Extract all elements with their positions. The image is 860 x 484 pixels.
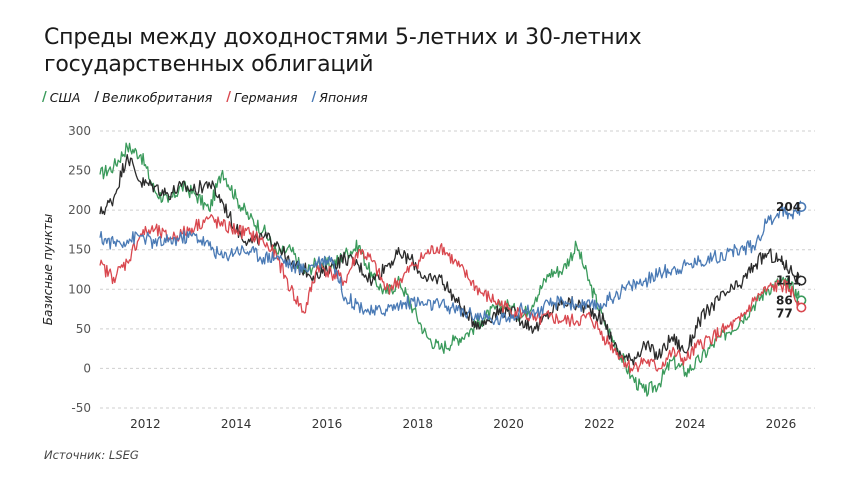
end-value-label: 77: [776, 306, 793, 320]
legend-item-uk: / Великобритания: [94, 90, 212, 105]
legend-label-germany: Германия: [234, 90, 298, 105]
series-line-2: [99, 214, 802, 374]
legend-swatch-germany: /: [226, 90, 232, 105]
legend-label-japan: Япония: [319, 90, 368, 105]
y-tick-label: 150: [68, 243, 91, 257]
y-tick-label: 50: [76, 322, 91, 336]
end-value-label: 86: [776, 293, 793, 307]
y-tick-label: 300: [68, 124, 91, 138]
source-note: Источник: LSEG: [44, 448, 139, 462]
x-tick-label: 2026: [766, 417, 797, 431]
y-axis-label: Базисные пункты: [41, 214, 55, 325]
y-tick-label: -50: [71, 401, 91, 415]
legend-swatch-japan: /: [311, 90, 317, 105]
series-line-3: [99, 200, 803, 326]
legend-item-usa: / США: [42, 90, 80, 105]
x-tick-label: 2016: [312, 417, 343, 431]
series-end-marker-1: [796, 275, 807, 286]
series-end-marker-3: [796, 201, 807, 212]
legend-swatch-uk: /: [94, 90, 100, 105]
y-tick-label: 100: [68, 282, 91, 296]
legend-label-usa: США: [49, 90, 81, 105]
x-tick-label: 2018: [403, 417, 434, 431]
series-line-1: [99, 154, 803, 366]
legend: / США / Великобритания / Германия / Япон…: [42, 90, 368, 105]
chart-title: Спреды между доходностями 5-летних и 30-…: [44, 25, 642, 77]
y-tick-label: 0: [83, 361, 91, 375]
legend-item-germany: / Германия: [226, 90, 297, 105]
x-tick-label: 2020: [493, 417, 524, 431]
x-tick-label: 2012: [130, 417, 161, 431]
x-tick-label: 2022: [584, 417, 615, 431]
end-value-label: 204: [776, 200, 801, 214]
legend-swatch-usa: /: [42, 90, 47, 105]
y-tick-label: 250: [68, 164, 91, 178]
x-tick-label: 2014: [221, 417, 252, 431]
x-tick-label: 2024: [675, 417, 706, 431]
series-line-0: [99, 142, 803, 397]
legend-label-uk: Великобритания: [102, 90, 213, 105]
series-end-marker-2: [796, 302, 807, 313]
legend-item-japan: / Япония: [312, 90, 368, 105]
y-tick-label: 200: [68, 203, 91, 217]
end-value-label: 111: [776, 274, 801, 288]
